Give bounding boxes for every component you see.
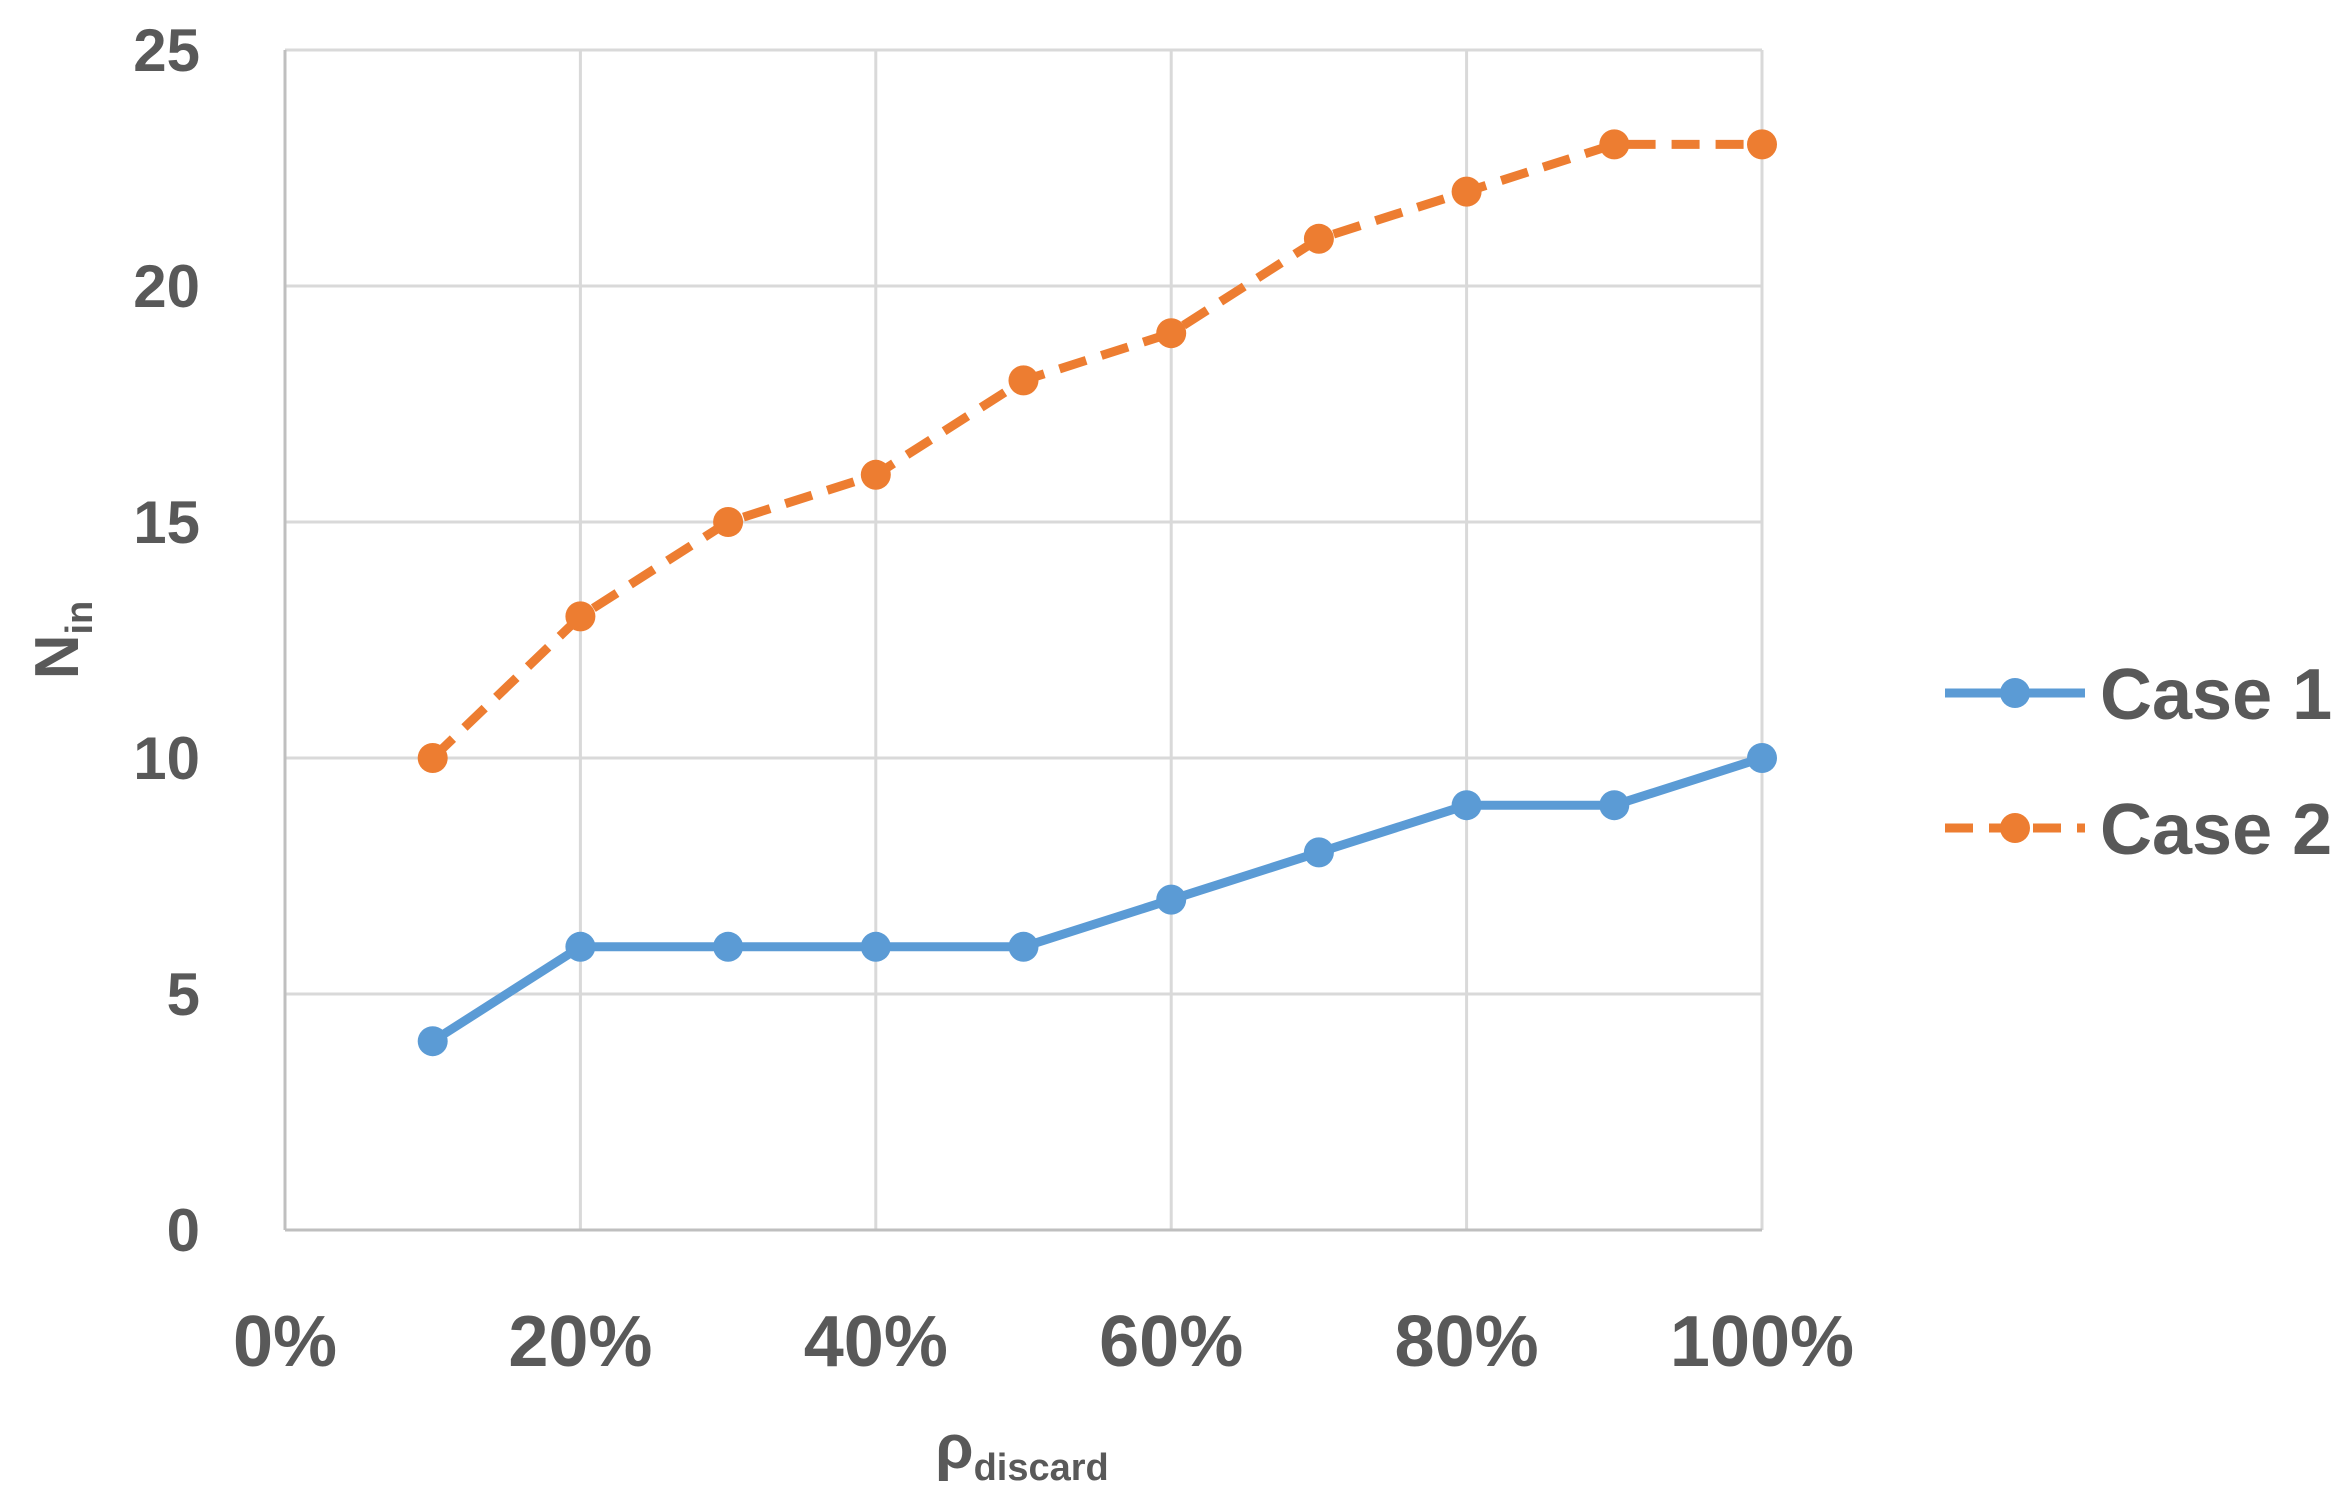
x-axis-title-sub: discard [974,1447,1109,1489]
x-tick-label: 40% [804,1302,948,1382]
series-layer [417,129,1777,1057]
data-point-case-2 [1303,223,1334,254]
data-point-case-1 [1599,790,1630,821]
data-point-case-1 [1008,931,1039,962]
y-tick-label: 20 [133,253,200,320]
x-axis-title-main: ρ [935,1413,973,1482]
y-tick-label: 5 [167,961,200,1028]
data-point-case-2 [1451,176,1482,207]
data-point-case-1 [1156,884,1187,915]
x-tick-label: 0% [233,1302,337,1382]
legend-swatch-marker [2000,678,2030,708]
data-point-case-2 [860,459,891,490]
series-case-1 [417,743,1777,1057]
legend: Case 1 Case 2 [1945,655,2332,870]
data-point-case-2 [1747,129,1777,160]
y-tick-label: 0 [167,1197,200,1264]
y-tick-label: 10 [133,725,200,792]
data-point-case-1 [417,1026,448,1057]
tick-labels: 0 5 10 15 20 25 0% 20% 40% 60% 80% 100% [133,17,1854,1382]
data-point-case-1 [565,931,596,962]
data-point-case-1 [713,931,744,962]
y-tick-label: 25 [133,17,200,84]
legend-swatch-marker [2000,813,2030,843]
data-point-case-1 [860,931,891,962]
data-point-case-1 [1747,743,1777,773]
y-axis-title-sub: in [59,601,101,635]
legend-label: Case 1 [2100,655,2332,735]
gridlines [285,48,1764,1230]
legend-item-case-2: Case 2 [1945,790,2332,870]
data-point-case-1 [1451,790,1482,821]
x-tick-label: 80% [1395,1302,1539,1382]
data-point-case-2 [417,743,448,773]
data-point-case-2 [1599,129,1630,160]
x-tick-label: 100% [1670,1302,1854,1382]
data-point-case-2 [1008,365,1039,396]
y-axis-title: Nin [23,601,101,680]
data-point-case-2 [1156,318,1187,349]
axes [283,50,1762,1232]
legend-item-case-1: Case 1 [1945,655,2332,735]
series-line-case-1 [430,753,1764,1045]
data-point-case-2 [713,507,744,537]
x-tick-label: 60% [1099,1302,1243,1382]
legend-label: Case 2 [2100,790,2332,870]
x-tick-label: 20% [508,1302,652,1382]
data-point-case-1 [1303,837,1334,868]
series-case-2 [417,129,1777,773]
x-axis-title: ρdiscard [935,1413,1109,1489]
y-tick-label: 15 [133,489,200,556]
y-axis-title-main: N [23,635,92,680]
data-point-case-2 [565,601,596,632]
series-line-case-2 [429,139,1762,762]
